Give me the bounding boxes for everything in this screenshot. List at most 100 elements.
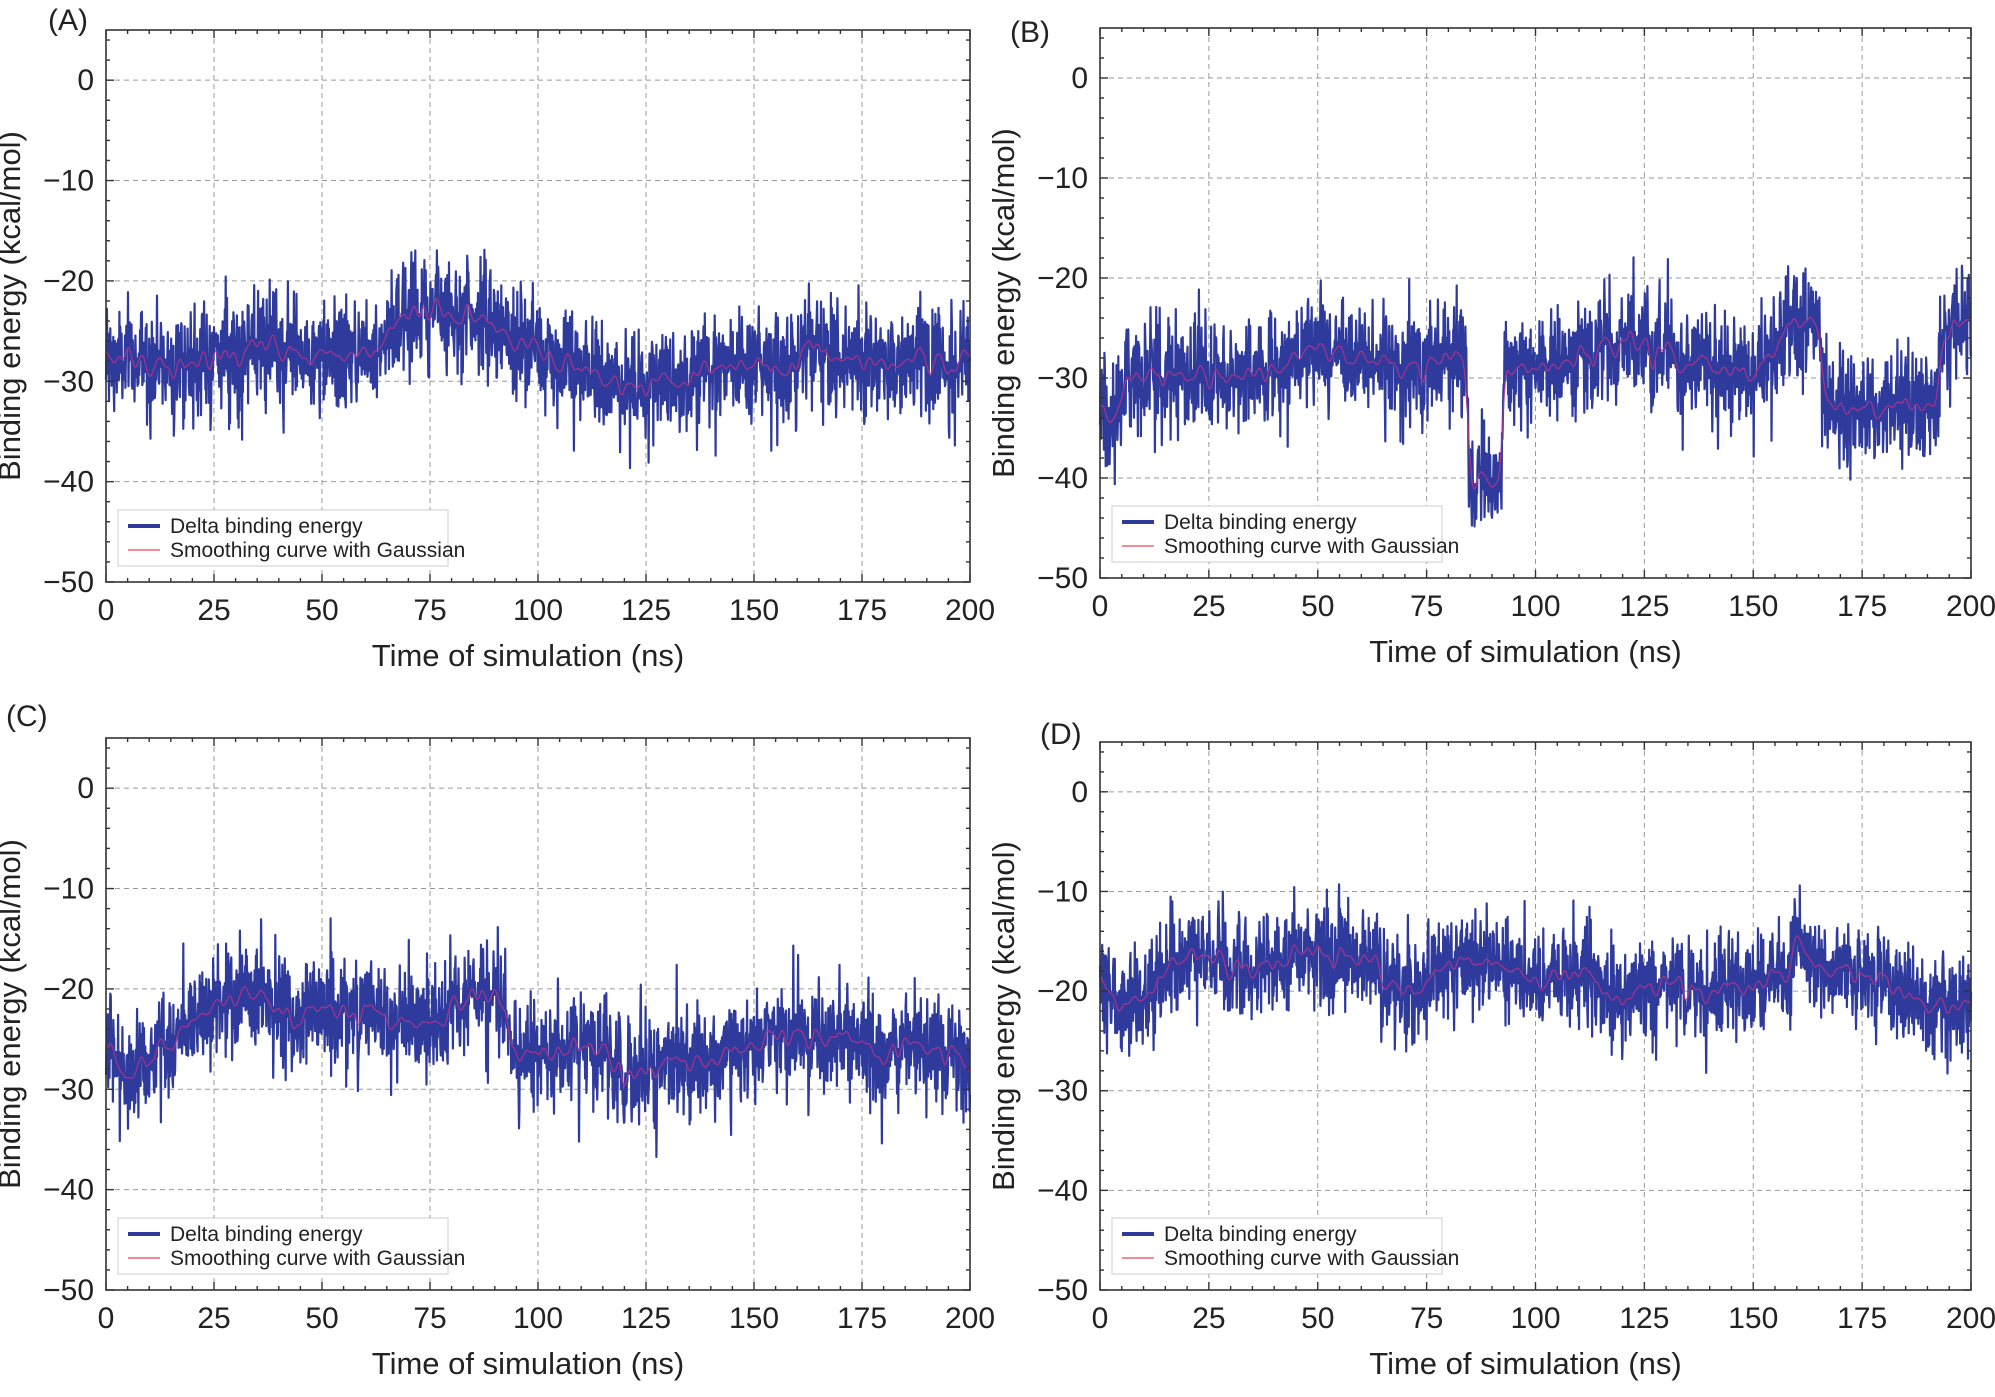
legend-label-delta: Delta binding energy xyxy=(170,1223,363,1246)
x-tick-label: 25 xyxy=(197,1302,230,1335)
y-tick-label: −30 xyxy=(1037,1075,1088,1108)
y-tick-label: −20 xyxy=(1037,975,1088,1008)
x-tick-label: 0 xyxy=(1092,1302,1109,1335)
delta-binding-energy-line xyxy=(104,248,972,470)
panel-c: (C) 0 25 50 75 100 125 150 175 200 0 −10 −20 −30 −40 −… xyxy=(0,700,995,1381)
y-tick-label: −30 xyxy=(43,1073,94,1106)
y-tick-label: −30 xyxy=(1037,362,1088,395)
chart-a: 0 25 50 75 100 125 150 175 200 0 −10 −20 −30 −40 −50 Ti… xyxy=(0,29,995,673)
x-tick-label: 175 xyxy=(1837,1302,1887,1335)
x-tick-label: 100 xyxy=(1510,590,1560,623)
x-tick-label: 200 xyxy=(945,1302,995,1335)
x-tick-label: 200 xyxy=(1946,590,1995,623)
x-tick-label: 200 xyxy=(1946,1302,1995,1335)
x-tick-label: 175 xyxy=(1837,590,1887,623)
y-axis-title: Binding energy (kcal/mol) xyxy=(986,841,1021,1191)
x-tick-label: 175 xyxy=(837,594,887,627)
y-tick-label: −10 xyxy=(1037,875,1088,908)
y-tick-label: −20 xyxy=(1037,262,1088,295)
panel-d: (D) 0 25 50 75 100 125 150 175 200 0 −10 −20 −30 −40 −… xyxy=(986,718,1995,1381)
y-tick-label: −40 xyxy=(43,466,94,499)
x-tick-label: 50 xyxy=(305,1302,338,1335)
x-tick-label: 0 xyxy=(98,594,115,627)
grid xyxy=(106,30,970,582)
y-tick-label: −10 xyxy=(1037,162,1088,195)
legend-label-delta: Delta binding energy xyxy=(1164,1223,1357,1246)
y-tick-label: −40 xyxy=(1037,462,1088,495)
panel-b: (B) 0 25 50 75 100 125 150 175 200 0 −10 −20 −30 −40 −… xyxy=(986,16,1995,669)
legend-box xyxy=(1111,1217,1443,1275)
x-tick-label: 175 xyxy=(837,1302,887,1335)
y-tick-label: −50 xyxy=(1037,1274,1088,1307)
x-tick-label: 0 xyxy=(1092,590,1109,623)
legend-label-smoothing: Smoothing curve with Gaussian xyxy=(170,539,465,562)
x-tick-label: 50 xyxy=(305,594,338,627)
x-tick-label: 75 xyxy=(413,1302,446,1335)
legend-label-delta: Delta binding energy xyxy=(170,515,363,538)
legend-label-smoothing: Smoothing curve with Gaussian xyxy=(1164,1247,1459,1270)
y-tick-label: −40 xyxy=(43,1174,94,1207)
y-axis-title: Binding energy (kcal/mol) xyxy=(0,839,27,1189)
y-tick-label: −20 xyxy=(43,265,94,298)
x-tick-label: 25 xyxy=(197,594,230,627)
x-tick-label: 100 xyxy=(513,594,563,627)
x-tick-label: 25 xyxy=(1192,1302,1225,1335)
delta-binding-energy-line xyxy=(104,917,972,1158)
x-tick-label: 100 xyxy=(1510,1302,1560,1335)
y-tick-label: 0 xyxy=(1071,776,1088,809)
panel-letter: (C) xyxy=(6,700,48,733)
delta-binding-energy-line xyxy=(1098,256,1973,528)
panel-letter: (A) xyxy=(48,4,88,37)
legend-label-smoothing: Smoothing curve with Gaussian xyxy=(1164,535,1459,558)
legend-box xyxy=(1111,505,1443,563)
x-tick-label: 200 xyxy=(945,594,995,627)
x-tick-label: 125 xyxy=(1619,590,1669,623)
y-tick-label: −10 xyxy=(43,873,94,906)
x-tick-label: 0 xyxy=(98,1302,115,1335)
ticks: 0 25 50 75 100 125 150 175 200 0 −10 −20 −30 −40 −50 xyxy=(1037,742,1995,1335)
y-tick-label: −20 xyxy=(43,973,94,1006)
x-tick-label: 125 xyxy=(621,594,671,627)
x-tick-label: 25 xyxy=(1192,590,1225,623)
y-tick-label: 0 xyxy=(1071,62,1088,95)
panel-letter: (B) xyxy=(1010,16,1050,49)
y-tick-label: −10 xyxy=(43,165,94,198)
x-tick-label: 150 xyxy=(1728,1302,1778,1335)
x-tick-label: 125 xyxy=(1619,1302,1669,1335)
x-tick-label: 75 xyxy=(413,594,446,627)
y-axis-title: Binding energy (kcal/mol) xyxy=(986,128,1021,478)
chart-d: 0 25 50 75 100 125 150 175 200 0 −10 −20 −30 −40 −50 Ti… xyxy=(986,741,1995,1381)
y-tick-label: −50 xyxy=(43,566,94,599)
y-tick-label: −50 xyxy=(1037,562,1088,595)
delta-binding-energy-line xyxy=(1098,883,1973,1075)
x-axis-title: Time of simulation (ns) xyxy=(372,1346,684,1381)
y-tick-label: −40 xyxy=(1037,1174,1088,1207)
x-tick-label: 75 xyxy=(1410,1302,1443,1335)
grid xyxy=(1100,28,1971,578)
x-tick-label: 75 xyxy=(1410,590,1443,623)
ticks: 0 25 50 75 100 125 150 175 200 0 −10 −20 −30 −40 −50 xyxy=(1037,28,1995,623)
y-tick-label: −30 xyxy=(43,365,94,398)
x-tick-label: 100 xyxy=(513,1302,563,1335)
chart-b: 0 25 50 75 100 125 150 175 200 0 −10 −20 −30 −40 −50 Ti… xyxy=(986,27,1995,669)
x-tick-label: 50 xyxy=(1301,1302,1334,1335)
x-tick-label: 125 xyxy=(621,1302,671,1335)
legend-label-delta: Delta binding energy xyxy=(1164,511,1357,534)
smoothing-curve-line xyxy=(1099,316,1972,490)
chart-c: 0 25 50 75 100 125 150 175 200 0 −10 −20 −30 −40 −50 Ti… xyxy=(0,737,995,1381)
ticks: 0 25 50 75 100 125 150 175 200 0 −10 −20 −30 −40 −50 xyxy=(43,738,995,1335)
legend-box xyxy=(117,1217,449,1275)
x-tick-label: 150 xyxy=(729,594,779,627)
y-tick-label: −50 xyxy=(43,1274,94,1307)
legend-box xyxy=(117,509,449,567)
smoothing-curve-line xyxy=(105,297,971,398)
legend-label-smoothing: Smoothing curve with Gaussian xyxy=(170,1247,465,1270)
y-tick-label: 0 xyxy=(77,64,94,97)
x-axis-title: Time of simulation (ns) xyxy=(1369,1346,1681,1381)
y-tick-label: 0 xyxy=(77,772,94,805)
x-tick-label: 150 xyxy=(729,1302,779,1335)
